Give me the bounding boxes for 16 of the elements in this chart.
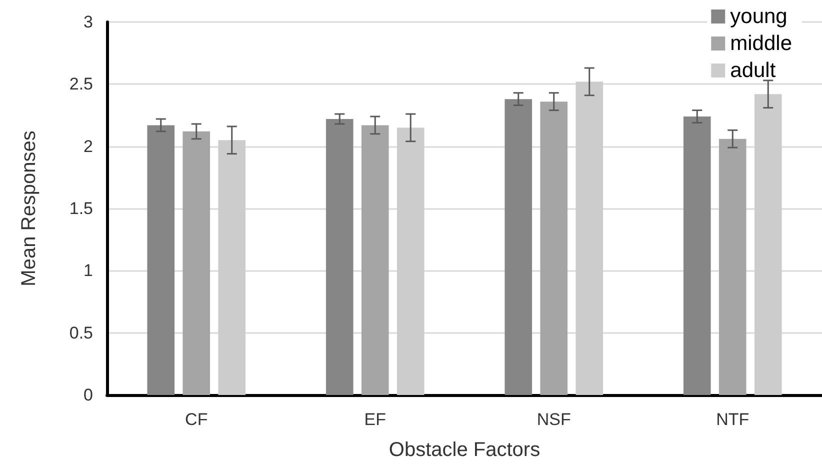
legend-label: young [730,5,788,28]
y-tick-label: 3 [84,12,93,32]
y-tick-label: 2.5 [69,74,93,94]
y-tick-label: 1.5 [69,199,93,218]
x-tick-label: CF [185,410,208,429]
x-tick-label: EF [364,410,386,429]
y-tick-label: 1 [84,261,93,280]
y-tick-label: 0 [84,386,93,404]
legend-label: middle [730,32,792,55]
y-tick-label: 2 [84,136,93,156]
x-axis-title: Obstacle Factors [388,439,540,461]
y-axis-title: Mean Responses [18,130,40,286]
x-tick-label: NTF [716,410,750,429]
legend-label: adult [730,59,776,82]
x-tick-label: NSF [536,410,571,429]
y-tick-label: 0.5 [69,323,93,342]
